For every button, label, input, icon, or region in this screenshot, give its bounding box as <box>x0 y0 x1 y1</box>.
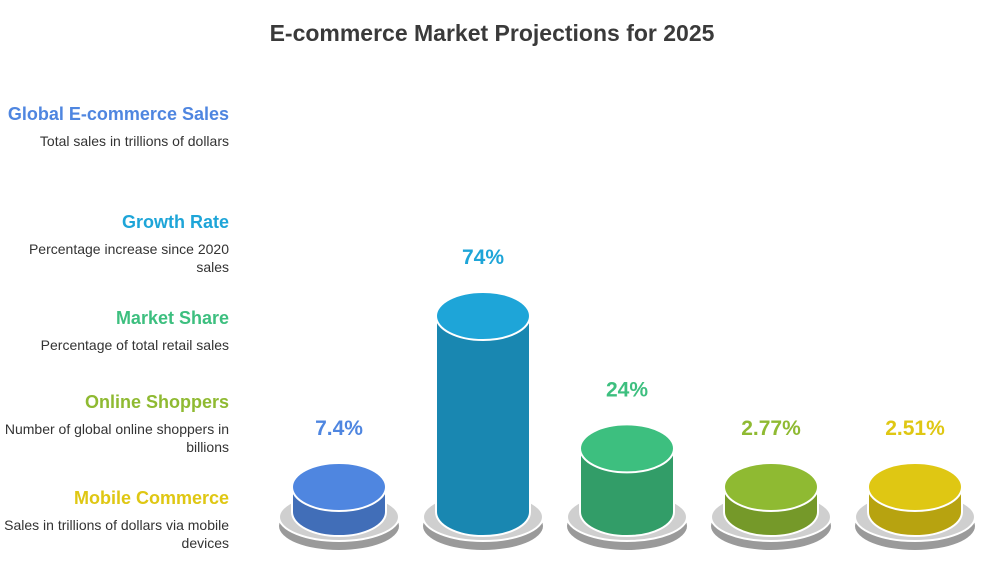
data-label: 2.77% <box>741 417 801 440</box>
legend-desc: Percentage of total retail sales <box>40 337 229 353</box>
legend-title: Mobile Commerce <box>73 488 229 508</box>
legend-title: Global E-commerce Sales <box>7 104 229 124</box>
legend-item-mobile-commerce: Mobile Commerce Sales in trillions of do… <box>4 486 229 552</box>
legend-desc: Percentage increase since 2020 sales <box>28 241 229 275</box>
legend-desc: Number of global online shoppers in bill… <box>4 421 229 455</box>
legend-desc: Total sales in trillions of dollars <box>39 133 229 149</box>
legend-title: Growth Rate <box>121 212 229 232</box>
bar-cylinder-top <box>579 423 675 474</box>
legend-item-market-share: Market Share Percentage of total retail … <box>4 306 229 354</box>
legend-item-global-sales: Global E-commerce Sales Total sales in t… <box>4 102 229 150</box>
legend-item-online-shoppers: Online Shoppers Number of global online … <box>4 390 229 456</box>
bar-cylinder-top <box>867 462 963 512</box>
bar-cylinder-body <box>435 315 531 537</box>
legend-title: Market Share <box>115 308 229 328</box>
data-label: 24% <box>606 378 648 401</box>
bar-cylinder-top <box>723 462 819 512</box>
legend-item-growth-rate: Growth Rate Percentage increase since 20… <box>4 210 229 276</box>
legend-title: Online Shoppers <box>84 392 229 412</box>
bar-cylinder-top <box>291 462 387 512</box>
chart-title: E-commerce Market Projections for 2025 <box>269 20 715 46</box>
data-label: 2.51% <box>885 417 945 440</box>
legend-desc: Sales in trillions of dollars via mobile… <box>4 517 229 551</box>
bar-cylinder-top <box>435 291 531 341</box>
data-label: 74% <box>462 246 504 269</box>
data-label: 7.4% <box>315 417 363 440</box>
